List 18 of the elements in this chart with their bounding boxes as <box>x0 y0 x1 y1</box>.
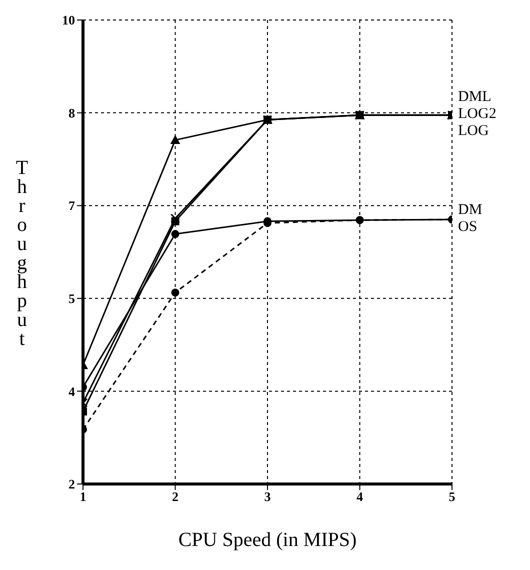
y-tick-label: 7 <box>68 198 76 214</box>
x-tick-label: 4 <box>356 489 364 504</box>
y-tick-label: 2 <box>68 476 75 492</box>
series-label: DM <box>458 202 482 220</box>
y-tick-label: 4 <box>68 384 76 399</box>
series-label: LOG2 <box>458 106 496 124</box>
series-label: OS <box>458 219 478 236</box>
y-tick-label: 8 <box>68 105 76 120</box>
x-axis-title: CPU Speed (in MIPS) <box>178 529 357 551</box>
series-label: LOG <box>458 123 489 140</box>
x-tick-label: 5 <box>448 489 456 504</box>
y-axis-title: Throughput <box>11 157 33 347</box>
x-tick-label: 1 <box>80 489 86 504</box>
x-tick-label: 3 <box>264 489 272 504</box>
y-tick-label: 10 <box>62 12 75 28</box>
y-tick-label: 5 <box>68 291 76 306</box>
series-label: DML <box>458 89 492 106</box>
x-tick-label: 2 <box>172 489 178 504</box>
